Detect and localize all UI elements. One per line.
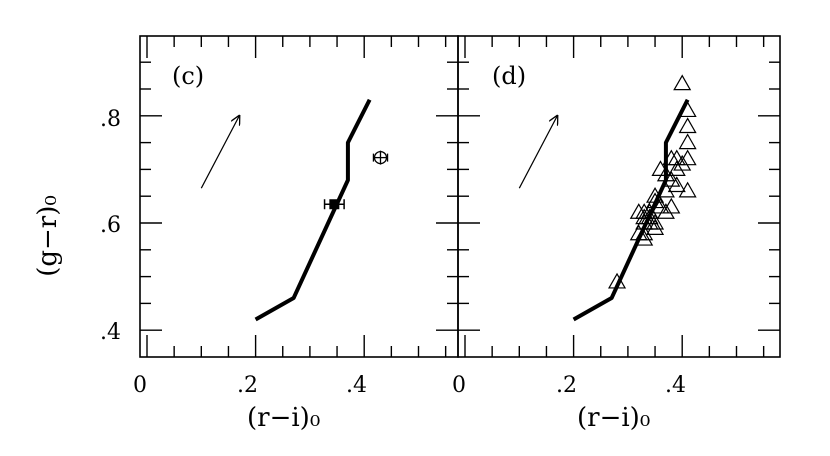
- panel-d-ticks: [458, 36, 780, 357]
- triangle-marker: [662, 197, 681, 214]
- triangle-marker: [646, 186, 665, 203]
- triangle-marker: [656, 181, 675, 198]
- reddening-arrow: [200, 116, 239, 189]
- y-tick-label-0: .4: [100, 320, 121, 345]
- triangle-marker: [667, 176, 686, 193]
- triangle-marker: [678, 133, 697, 150]
- triangle-marker: [678, 149, 697, 166]
- triangle-marker: [646, 219, 665, 235]
- panel-d: (d): [457, 35, 781, 358]
- x-tick-label-d-2: .4: [665, 373, 686, 398]
- x-axis-label-d: (r−i)₀: [577, 403, 650, 433]
- triangle-marker: [635, 213, 654, 230]
- triangle-marker: [673, 74, 692, 91]
- x-axis-label-c: (r−i)₀: [247, 403, 320, 433]
- triangle-marker: [678, 181, 697, 198]
- x-tick-label-c-0: 0: [133, 373, 147, 398]
- triangle-marker: [608, 272, 627, 289]
- triangle-marker: [651, 160, 670, 176]
- triangle-marker: [629, 203, 648, 219]
- filled-square-marker: [329, 199, 340, 210]
- model-sequence-line: [254, 98, 372, 322]
- panel-c-data: [200, 98, 389, 322]
- triangle-marker: [673, 154, 692, 171]
- triangle-marker: [678, 101, 697, 118]
- triangle-marker: [656, 203, 675, 219]
- panel-c-label: (c): [172, 62, 204, 90]
- panel-c: (c): [139, 35, 459, 358]
- panel-c-ticks: [140, 36, 458, 357]
- x-tick-label-c-2: .4: [346, 373, 367, 398]
- reddening-arrow: [518, 116, 557, 189]
- triangle-marker: [678, 117, 697, 134]
- x-tick-label-d-0: 0: [452, 373, 466, 398]
- x-tick-label-d-1: .2: [556, 373, 577, 398]
- y-tick-label-1: .6: [100, 213, 121, 238]
- x-tick-label-c-1: .2: [237, 373, 258, 398]
- y-axis-label: (g−r)₀: [33, 195, 63, 277]
- triangle-marker: [667, 160, 686, 176]
- panel-d-data: [518, 74, 697, 322]
- triangle-marker: [646, 192, 665, 209]
- panel-d-label: (d): [492, 62, 526, 90]
- triangle-marker: [635, 229, 654, 246]
- open-circle-marker: [373, 150, 388, 165]
- model-sequence-line: [572, 98, 690, 322]
- y-tick-label-2: .8: [100, 107, 121, 132]
